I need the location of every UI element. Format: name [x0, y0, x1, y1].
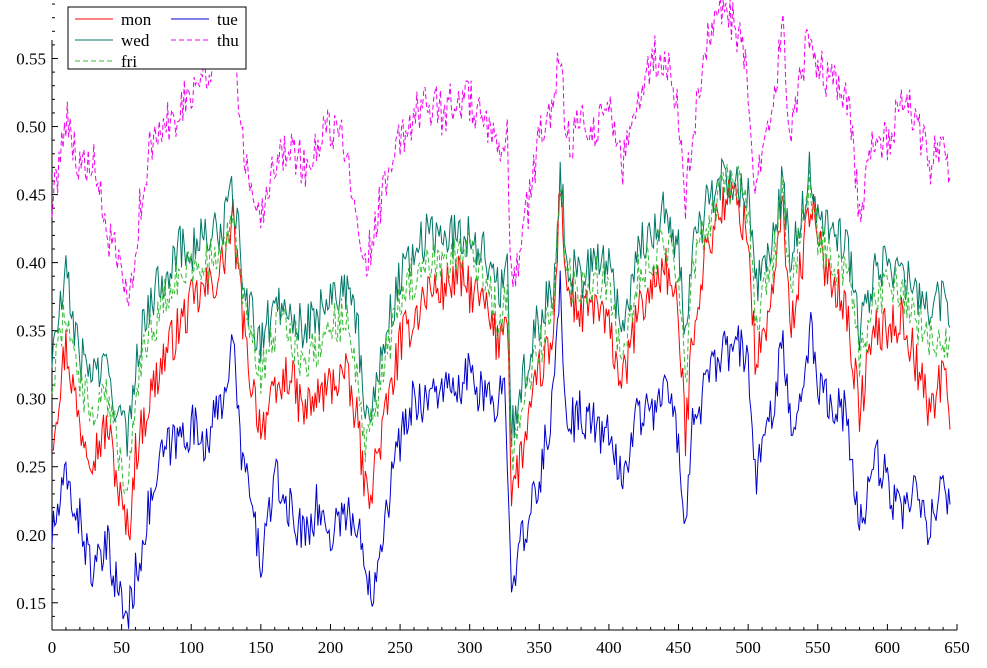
- x-tick-label: 500: [735, 638, 761, 657]
- x-tick-label: 650: [944, 638, 970, 657]
- x-tick-label: 350: [527, 638, 553, 657]
- x-tick-label: 450: [666, 638, 692, 657]
- series-line-fri: [51, 164, 951, 494]
- legend-label-thu: thu: [217, 31, 239, 50]
- legend-box: [67, 6, 247, 70]
- legend: mon tue wed thu fri: [67, 6, 247, 71]
- y-tick-label: 0.25: [16, 458, 46, 477]
- y-tick-label: 0.15: [16, 594, 46, 613]
- x-tick-label: 400: [596, 638, 622, 657]
- y-tick-label: 0.30: [16, 390, 46, 409]
- y-tick-label: 0.50: [16, 118, 46, 137]
- legend-label-mon: mon: [121, 10, 152, 29]
- legend-label-tue: tue: [217, 10, 238, 29]
- x-tick-label: 250: [387, 638, 413, 657]
- series-line-wed: [51, 151, 951, 457]
- x-tick-label: 550: [805, 638, 831, 657]
- x-tick-label: 100: [178, 638, 204, 657]
- x-tick-label: 50: [113, 638, 130, 657]
- series-line-mon: [51, 179, 951, 541]
- y-tick-label: 0.40: [16, 254, 46, 273]
- series-group: [51, 0, 951, 629]
- x-tick-label: 600: [875, 638, 901, 657]
- series-line-thu: [51, 0, 951, 307]
- y-tick-label: 0.55: [16, 50, 46, 69]
- y-tick-label: 0.45: [16, 186, 46, 205]
- y-tick-label: 0.35: [16, 322, 46, 341]
- y-tick-label: 0.20: [16, 526, 46, 545]
- series-line-tue: [51, 270, 951, 629]
- axes: 0 50 100 150 200 250 300 350 400 450 500 550 600 650 0…: [16, 3, 970, 657]
- legend-label-fri: fri: [121, 52, 137, 71]
- x-tick-label: 300: [457, 638, 483, 657]
- x-tick-label: 150: [248, 638, 274, 657]
- x-tick-label: 200: [318, 638, 344, 657]
- x-tick-label: 0: [48, 638, 57, 657]
- legend-label-wed: wed: [121, 31, 150, 50]
